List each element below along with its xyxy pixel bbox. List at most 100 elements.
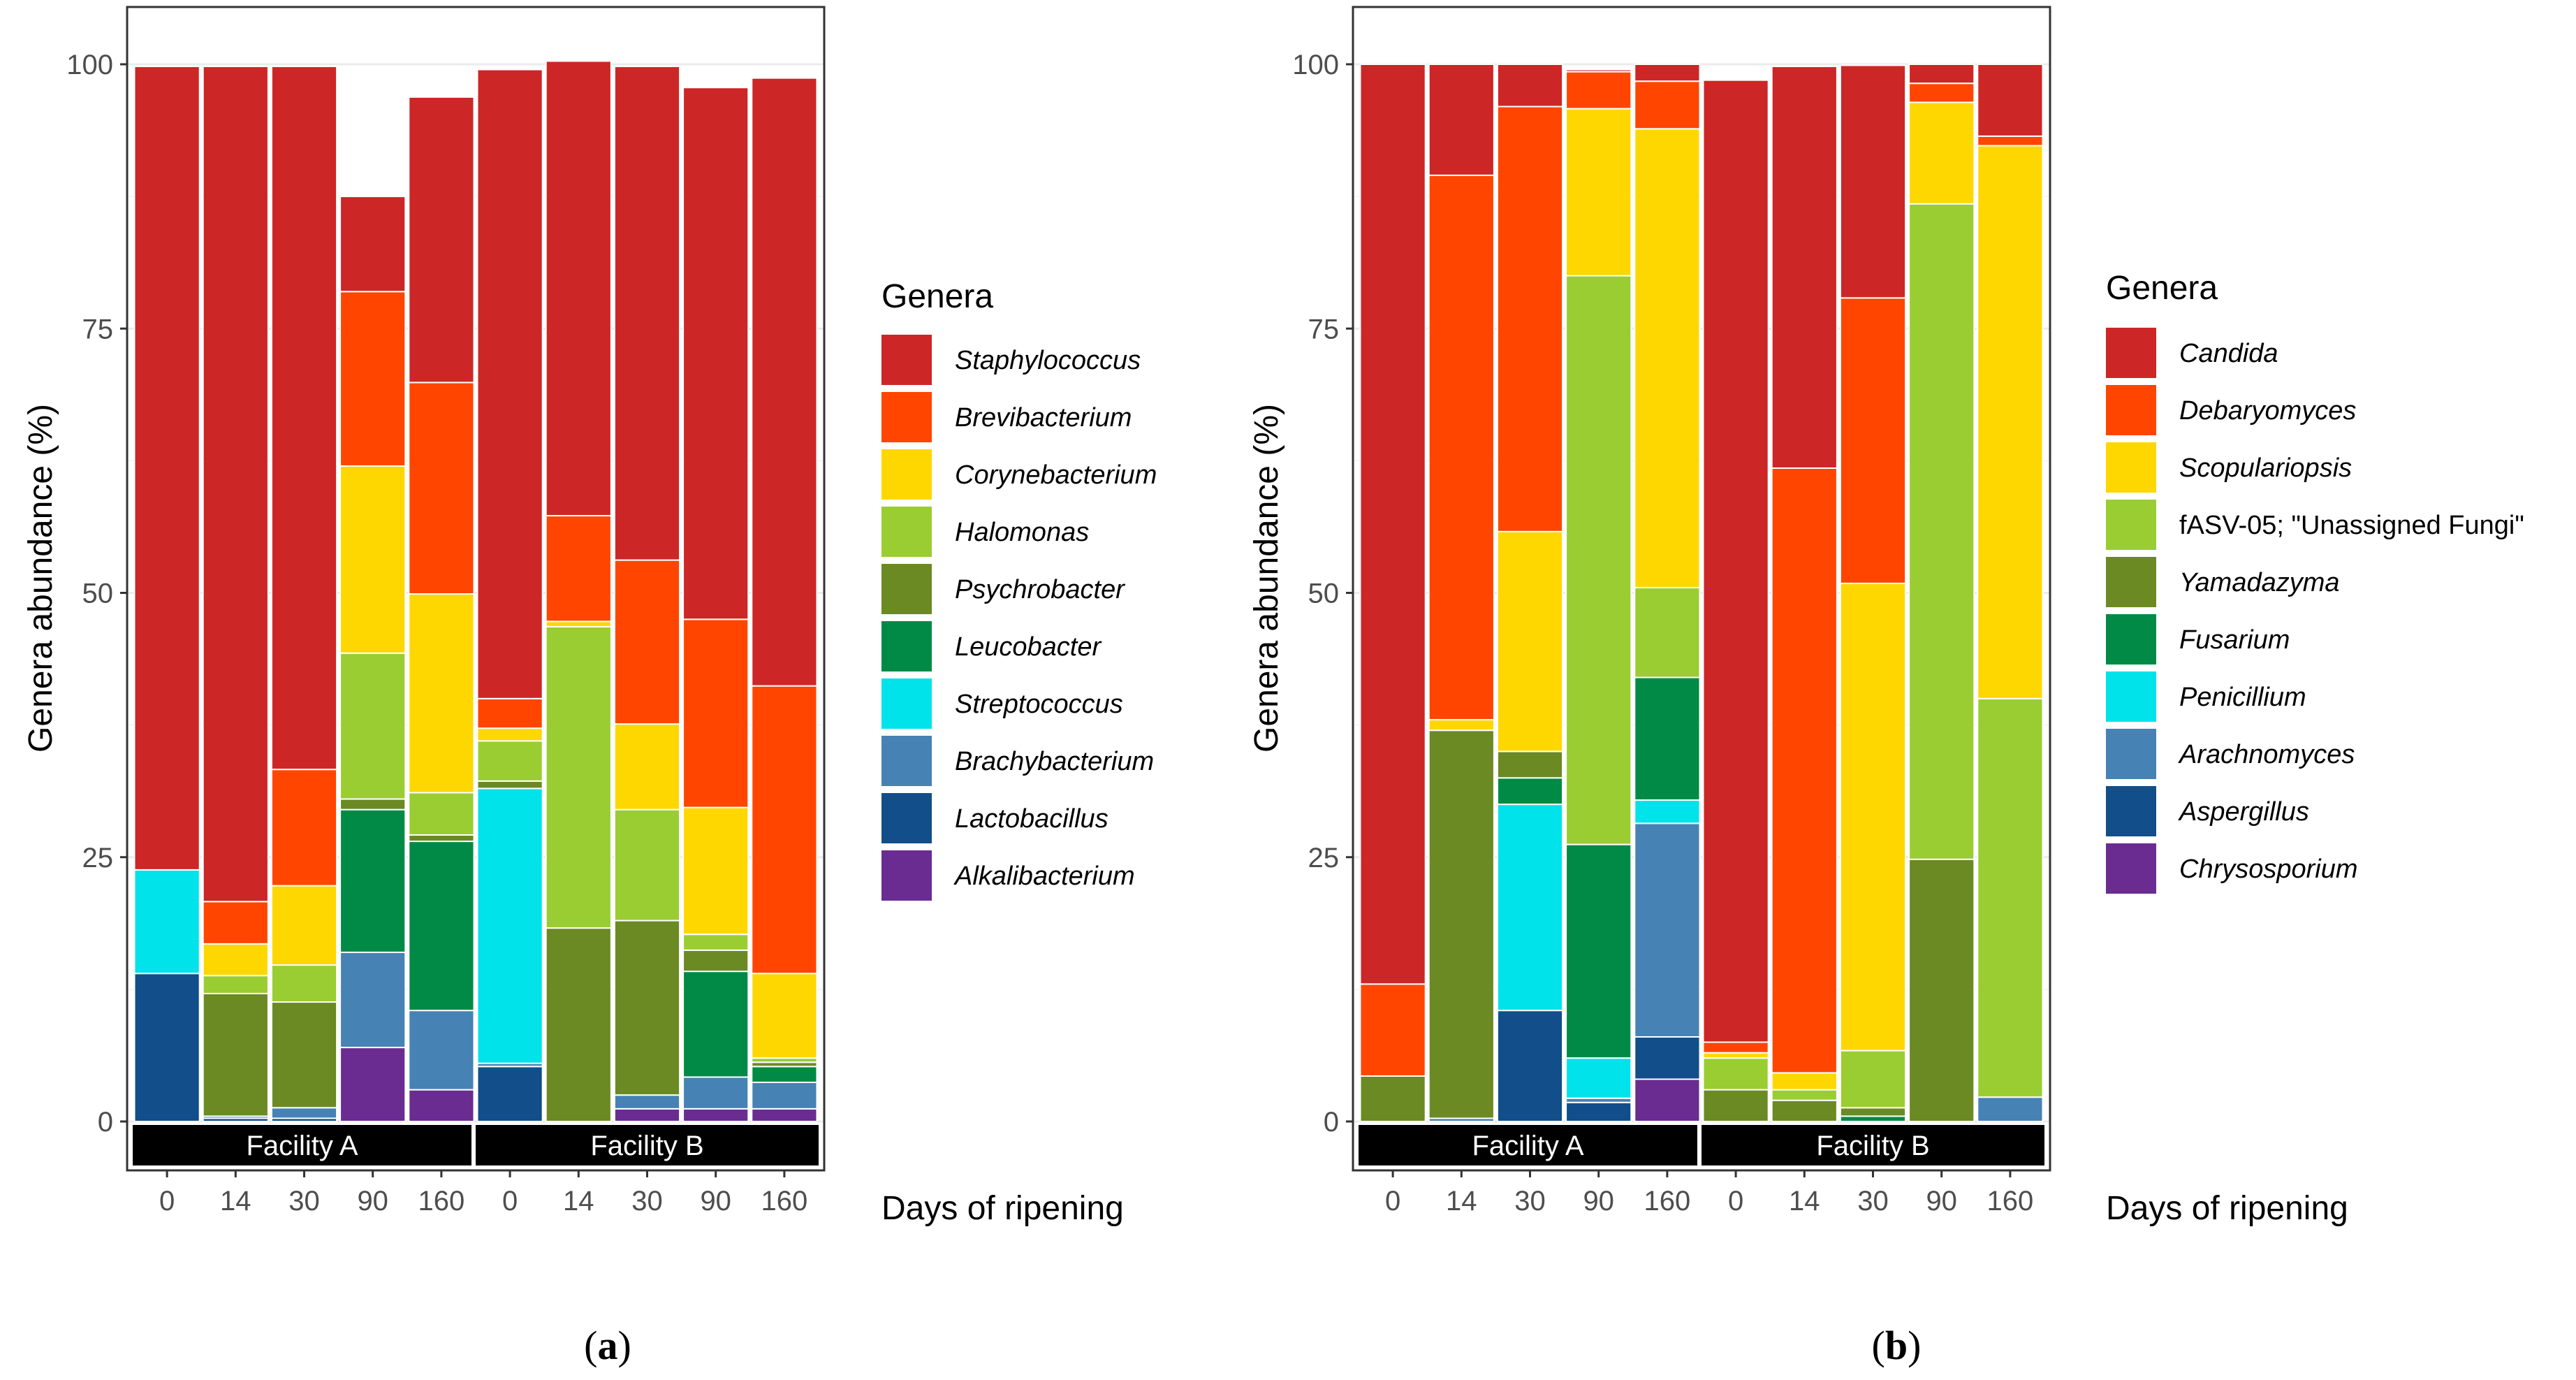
- y-axis-title: Genera abundance (%): [22, 404, 59, 753]
- bar-segment: [339, 465, 407, 654]
- legend-label: fASV-05; "Unassigned Fungi": [2179, 511, 2524, 540]
- legend-label: Lactobacillus: [955, 804, 1108, 834]
- bar-segment: [270, 1001, 338, 1109]
- x-tick-label: 30: [631, 1186, 663, 1216]
- bar-segment: [751, 1066, 818, 1084]
- bar-segment: [1702, 1041, 1769, 1054]
- x-tick-label: 90: [1926, 1186, 1957, 1216]
- bar-segment: [682, 934, 749, 951]
- legend-label: Alkalibacterium: [953, 862, 1135, 891]
- bar-segment: [1702, 1052, 1769, 1059]
- bar-segment: [1359, 1075, 1426, 1123]
- legend-label: Halomonas: [955, 518, 1089, 547]
- bar-segment: [408, 96, 475, 384]
- bar-segment: [1428, 64, 1495, 176]
- bar-segment: [202, 975, 269, 994]
- bar-segment: [1771, 1089, 1838, 1101]
- bar-segment: [1359, 983, 1426, 1077]
- bar-segment: [1702, 1057, 1769, 1091]
- panel-tag-open: (: [584, 1323, 597, 1368]
- facet-strip: [1359, 1125, 1697, 1165]
- bar-segment: [545, 620, 612, 627]
- bar-segment: [1565, 1057, 1632, 1099]
- bar-segment: [1977, 145, 2044, 699]
- bar-segment: [1634, 822, 1701, 1038]
- bar-segment: [545, 60, 612, 517]
- facet-strip: [1702, 1125, 2044, 1165]
- bar-segment: [1359, 64, 1426, 985]
- legend: Genera Staphylococcus Brevibacterium Coryne…: [881, 278, 1157, 901]
- bar-segment: [1977, 64, 2044, 137]
- bar-segment: [1496, 106, 1564, 532]
- bar-segment: [476, 697, 543, 729]
- bar-segment: [1908, 101, 1975, 205]
- bar-segment: [682, 971, 749, 1078]
- bar-segment: [682, 806, 749, 936]
- x-tick-label: 160: [418, 1186, 465, 1216]
- bar-segment: [1634, 676, 1701, 801]
- x-tick-label: 14: [220, 1186, 251, 1216]
- y-tick-label: 75: [1308, 314, 1340, 344]
- x-tick-label: 30: [1514, 1186, 1546, 1216]
- facet-label: Facility B: [590, 1131, 703, 1161]
- bar-segment: [1634, 64, 1701, 82]
- bar-segment: [1565, 1101, 1632, 1122]
- bar-segment: [751, 973, 818, 1059]
- chart-panel-a: Facility A Facility B 0 25 50 75 100 0 14 30 90 160…: [22, 6, 1157, 1368]
- bar-segment: [545, 515, 612, 623]
- bar-segment: [476, 68, 543, 699]
- legend-label: Aspergillus: [2178, 797, 2309, 827]
- x-axis-title: Days of ripening: [881, 1190, 1124, 1227]
- bar-segment: [613, 808, 681, 922]
- x-axis-title: Days of ripening: [2106, 1190, 2348, 1227]
- bar-segment: [1702, 1089, 1769, 1122]
- bar-segment: [1634, 1078, 1701, 1122]
- y-tick-label: 100: [1292, 50, 1339, 80]
- bar-segment: [1977, 1096, 2044, 1123]
- legend-key: [881, 736, 932, 786]
- x-tick-label: 14: [1789, 1186, 1820, 1216]
- bar-segment: [613, 1107, 681, 1122]
- bar-segment: [408, 382, 475, 595]
- bar-segment: [1839, 1115, 1907, 1123]
- legend-title: Genera: [2106, 270, 2218, 307]
- panel-tag-close: ): [618, 1323, 631, 1368]
- legend-label: Scopulariopsis: [2179, 453, 2352, 483]
- bar-segment: [1839, 1107, 1907, 1117]
- legend-label: Brevibacterium: [955, 403, 1132, 433]
- bar-segment: [476, 787, 543, 1064]
- y-tick-label: 25: [1308, 843, 1340, 873]
- bar-segment: [408, 841, 475, 1012]
- bar-segment: [339, 196, 407, 293]
- x-tick-label: 0: [1728, 1186, 1743, 1216]
- bar-segment: [339, 798, 407, 811]
- legend-key: [2106, 385, 2156, 435]
- legend-label: Corynebacterium: [955, 460, 1157, 490]
- legend-label: Penicillium: [2179, 683, 2306, 712]
- bar-segment: [408, 834, 475, 843]
- bar-segment: [1496, 750, 1564, 779]
- facet-strip: [476, 1125, 819, 1165]
- bar-segment: [202, 901, 269, 945]
- bar-segment: [751, 1082, 818, 1110]
- legend-label: Chrysosporium: [2179, 855, 2358, 884]
- y-tick-label: 75: [82, 314, 114, 344]
- y-tick-label: 50: [82, 579, 114, 609]
- y-axis-title: Genera abundance (%): [1248, 404, 1285, 753]
- x-tick-label: 160: [1987, 1186, 2034, 1216]
- bar-segment: [1771, 467, 1838, 1074]
- panel-tag: (b): [1872, 1323, 1922, 1368]
- x-tick-label: 14: [1446, 1186, 1477, 1216]
- legend-key: [881, 335, 932, 385]
- bar-segment: [1428, 174, 1495, 721]
- panel-tag-letter: b: [1885, 1323, 1908, 1368]
- y-tick-label: 0: [1324, 1107, 1339, 1138]
- bars: [133, 60, 818, 1123]
- bar-segment: [339, 652, 407, 800]
- x-tick-label: 14: [563, 1186, 594, 1216]
- legend-label: Leucobacter: [955, 632, 1102, 662]
- bar-segment: [1771, 66, 1838, 469]
- bar-segment: [270, 66, 338, 771]
- x-tick-label: 30: [288, 1186, 320, 1216]
